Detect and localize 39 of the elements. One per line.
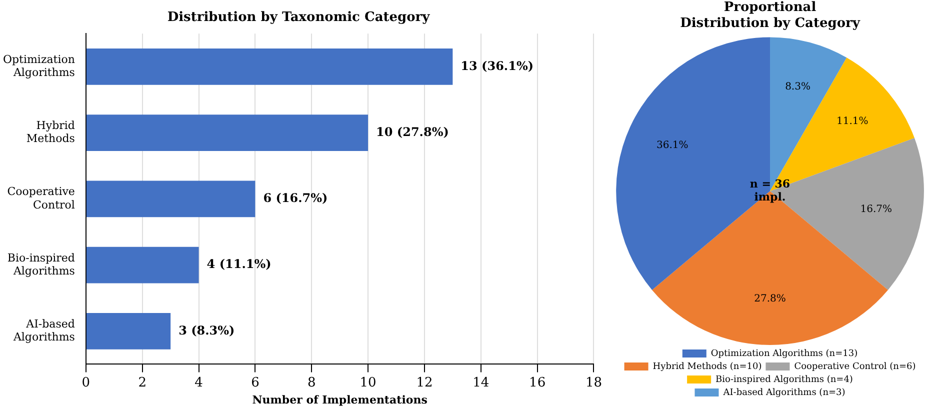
data-label: 4 (11.1%) [206,257,272,272]
bar [86,180,256,218]
legend-label: Optimization Algorithms (n=13) [710,348,858,359]
x-tick-label: 10 [360,375,376,390]
x-tick-label: 12 [416,375,433,390]
bar [86,48,453,85]
data-label: 36.1% [656,140,688,152]
legend-label: Cooperative Control (n=6) [794,362,916,372]
data-label: 10 (27.8%) [376,124,449,139]
x-tick-label: 4 [194,375,203,390]
chart-title: Distribution by Taxonomic Category [167,10,430,26]
x-tick-label: 0 [82,375,90,390]
x-axis-title: Number of Implementations [252,393,428,406]
legend-label: Bio-inspired Algorithms (n=4) [716,374,853,385]
y-tick-label: AI-based Algorithms [12,317,76,344]
x-tick-label: 18 [585,375,602,390]
data-label: 16.7% [860,204,892,216]
bar [86,312,171,350]
bar [86,246,199,284]
data-label: 13 (36.1%) [460,58,534,73]
y-tick-label: Hybrid Methods [26,119,76,146]
data-label: 27.8% [754,293,786,304]
y-tick-label: Cooperative Control [7,185,76,212]
x-tick-label: 14 [472,375,490,390]
y-tick-label: Optimization Algorithms [2,52,76,80]
y-tick-label: Bio-inspired Algorithms [7,251,76,278]
data-label: 8.3% [785,82,810,93]
bar [86,114,368,151]
data-label: 6 (16.7%) [263,191,328,206]
legend-label: AI-based Algorithms (n=3) [722,388,846,398]
chart-title: Proportional Distribution by Category [680,0,860,31]
legend-label: Hybrid Methods (n=10) [652,362,762,372]
data-label: 3 (8.3%) [178,323,235,338]
x-tick-label: 6 [251,375,260,390]
x-tick-label: 16 [529,375,546,390]
data-label: 11.1% [836,116,868,128]
x-tick-label: 8 [307,375,316,390]
text: n = 36 impl. [750,177,790,204]
x-tick-label: 2 [138,375,147,390]
